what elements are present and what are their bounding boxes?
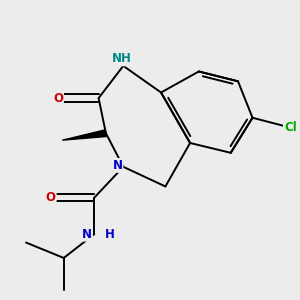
Text: O: O <box>53 92 63 105</box>
Text: N: N <box>112 159 122 172</box>
Text: O: O <box>46 191 56 204</box>
Text: NH: NH <box>112 52 132 65</box>
Text: N: N <box>82 228 92 241</box>
Polygon shape <box>62 130 106 140</box>
Text: Cl: Cl <box>284 121 297 134</box>
Text: H: H <box>105 228 115 241</box>
